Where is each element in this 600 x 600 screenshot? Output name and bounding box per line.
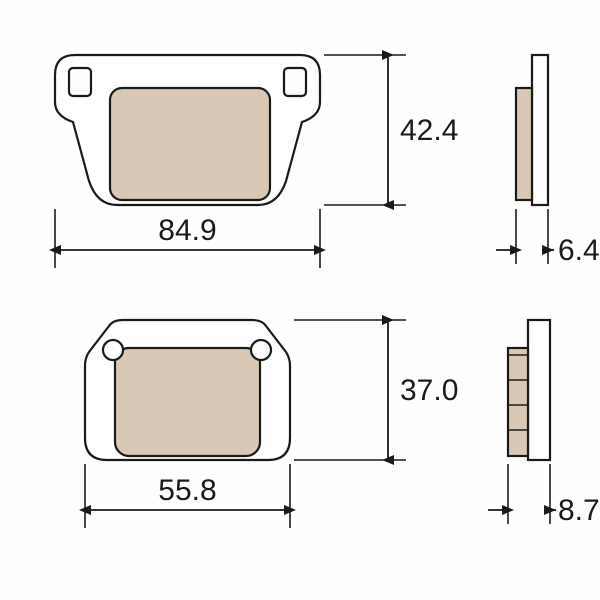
pad2-side-backplate: [528, 320, 550, 460]
pad2-hole-right: [251, 340, 271, 360]
diagram-stage: 84.9 42.4 6.4 55.8 37.0 8.7: [0, 0, 600, 600]
pad2-height-label: 37.0: [400, 374, 458, 407]
pad1-friction: [110, 88, 270, 200]
pad2-thickness-label: 8.7: [558, 494, 600, 527]
pad2-width-label: 55.8: [158, 474, 216, 507]
pad1-hole-right: [284, 68, 306, 96]
pad2-hole-left: [103, 340, 123, 360]
pad1-height-label: 42.4: [400, 114, 458, 147]
pad2-side-friction: [508, 348, 528, 456]
pad1-side-friction: [516, 88, 532, 200]
pad1-hole-left: [69, 68, 91, 96]
pad1-thickness-label: 6.4: [558, 234, 600, 267]
pad2-friction: [115, 348, 260, 456]
pad1-side-backplate: [532, 55, 548, 205]
technical-drawing: 84.9 42.4 6.4 55.8 37.0 8.7: [0, 0, 600, 600]
pad1-width-label: 84.9: [158, 214, 216, 247]
